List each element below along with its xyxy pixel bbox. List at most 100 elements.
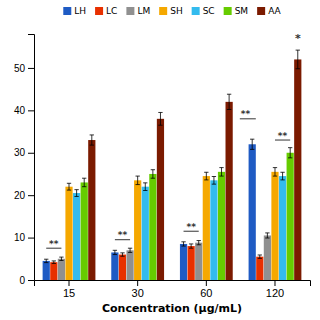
- error-bar: [204, 172, 208, 180]
- bar: [180, 244, 187, 280]
- error-bar: [128, 248, 132, 252]
- legend-item: SM: [224, 6, 248, 16]
- significance-label: **: [278, 131, 288, 141]
- x-tick-label: 30: [132, 287, 144, 299]
- y-tick-mark: [28, 238, 34, 239]
- y-tick-label: 30: [14, 147, 26, 158]
- legend-item: SH: [159, 6, 182, 16]
- x-axis: 153060120: [35, 280, 311, 299]
- legend-item: AA: [257, 6, 281, 16]
- y-tick: 50: [14, 63, 34, 74]
- x-tick-mark: [206, 280, 207, 286]
- error-bar: [113, 250, 117, 254]
- x-tick-label: 15: [63, 287, 75, 299]
- error-bar: [136, 176, 140, 184]
- bar: [203, 176, 210, 280]
- error-bar: [52, 261, 56, 264]
- bar: [65, 187, 72, 280]
- x-tick-mark: [274, 280, 275, 286]
- error-bar: [151, 170, 155, 178]
- bar: [271, 172, 278, 280]
- x-tick-label: 120: [266, 287, 284, 299]
- legend-swatch: [159, 7, 167, 15]
- error-bar: [265, 233, 269, 238]
- error-bar: [258, 255, 262, 258]
- y-tick-label: 0: [19, 275, 25, 286]
- legend-label: LH: [74, 6, 86, 16]
- x-axis-title: Concentration (μg/mL): [102, 302, 242, 315]
- legend-item: LM: [126, 6, 150, 16]
- y-tick-mark: [28, 153, 34, 154]
- error-bar: [280, 172, 284, 180]
- bar: [58, 259, 65, 280]
- error-bar: [90, 135, 94, 145]
- y-tick-mark: [28, 68, 34, 69]
- significance-label: **: [186, 222, 196, 232]
- y-axis-line: [28, 35, 35, 281]
- bar: [256, 257, 263, 280]
- bar: [157, 119, 164, 280]
- legend-label: SC: [203, 6, 215, 16]
- significance-label: *: [295, 32, 301, 45]
- series: [73, 172, 286, 280]
- y-tick-mark: [28, 280, 34, 281]
- y-tick-label: 20: [14, 190, 26, 201]
- y-tick-label: 40: [14, 105, 26, 116]
- legend-swatch: [257, 7, 265, 15]
- error-bar: [181, 242, 185, 246]
- error-bar: [44, 259, 48, 262]
- bar: [226, 102, 233, 280]
- bar: [287, 153, 294, 280]
- x-tick: 120: [266, 280, 284, 299]
- error-bar: [227, 94, 231, 109]
- bar: [142, 187, 149, 280]
- marks: [43, 50, 302, 280]
- y-axis: 0 10 20 30 40 50: [14, 35, 35, 286]
- legend-item: LC: [95, 6, 117, 16]
- error-bar: [219, 168, 223, 176]
- y-tick-mark: [28, 110, 34, 111]
- bar: [81, 182, 88, 280]
- y-tick-mark: [28, 195, 34, 196]
- legend-label: AA: [268, 6, 281, 16]
- series: [81, 148, 294, 280]
- bar: [149, 174, 156, 280]
- error-bar: [143, 183, 147, 191]
- error-bar: [67, 183, 71, 190]
- bar: [249, 144, 256, 280]
- bar: [119, 255, 126, 280]
- series: [88, 50, 301, 280]
- bar: [218, 172, 225, 280]
- y-tick: 30: [14, 147, 34, 158]
- x-tick: 30: [132, 280, 144, 299]
- error-bar: [158, 112, 162, 125]
- y-tick: 40: [14, 105, 34, 116]
- error-bar: [189, 244, 193, 248]
- error-bar: [212, 177, 216, 185]
- significance-label: **: [118, 230, 128, 240]
- y-tick: 0: [19, 275, 34, 286]
- bar: [43, 261, 50, 280]
- bar: [134, 180, 141, 280]
- bar: [188, 246, 195, 280]
- bar: [50, 262, 57, 280]
- error-bar: [288, 148, 292, 158]
- legend: LH LC LM SH SC SM AA: [63, 6, 281, 16]
- legend-swatch: [95, 7, 103, 15]
- annotations: ***********: [46, 32, 301, 249]
- error-bar: [120, 253, 124, 256]
- x-tick: 15: [63, 280, 75, 299]
- legend-label: SM: [235, 6, 248, 16]
- bar: [126, 250, 133, 280]
- legend-label: SH: [170, 6, 182, 16]
- significance-label: **: [241, 109, 251, 119]
- bar: [279, 176, 286, 280]
- legend-label: LC: [106, 6, 117, 16]
- significance-label: **: [49, 239, 59, 249]
- series: [43, 139, 256, 280]
- bar: [73, 193, 80, 280]
- plot: 01020304050153060120***********: [14, 32, 311, 299]
- y-tick: 10: [14, 232, 34, 243]
- legend-swatch: [224, 7, 232, 15]
- error-bar: [59, 257, 63, 260]
